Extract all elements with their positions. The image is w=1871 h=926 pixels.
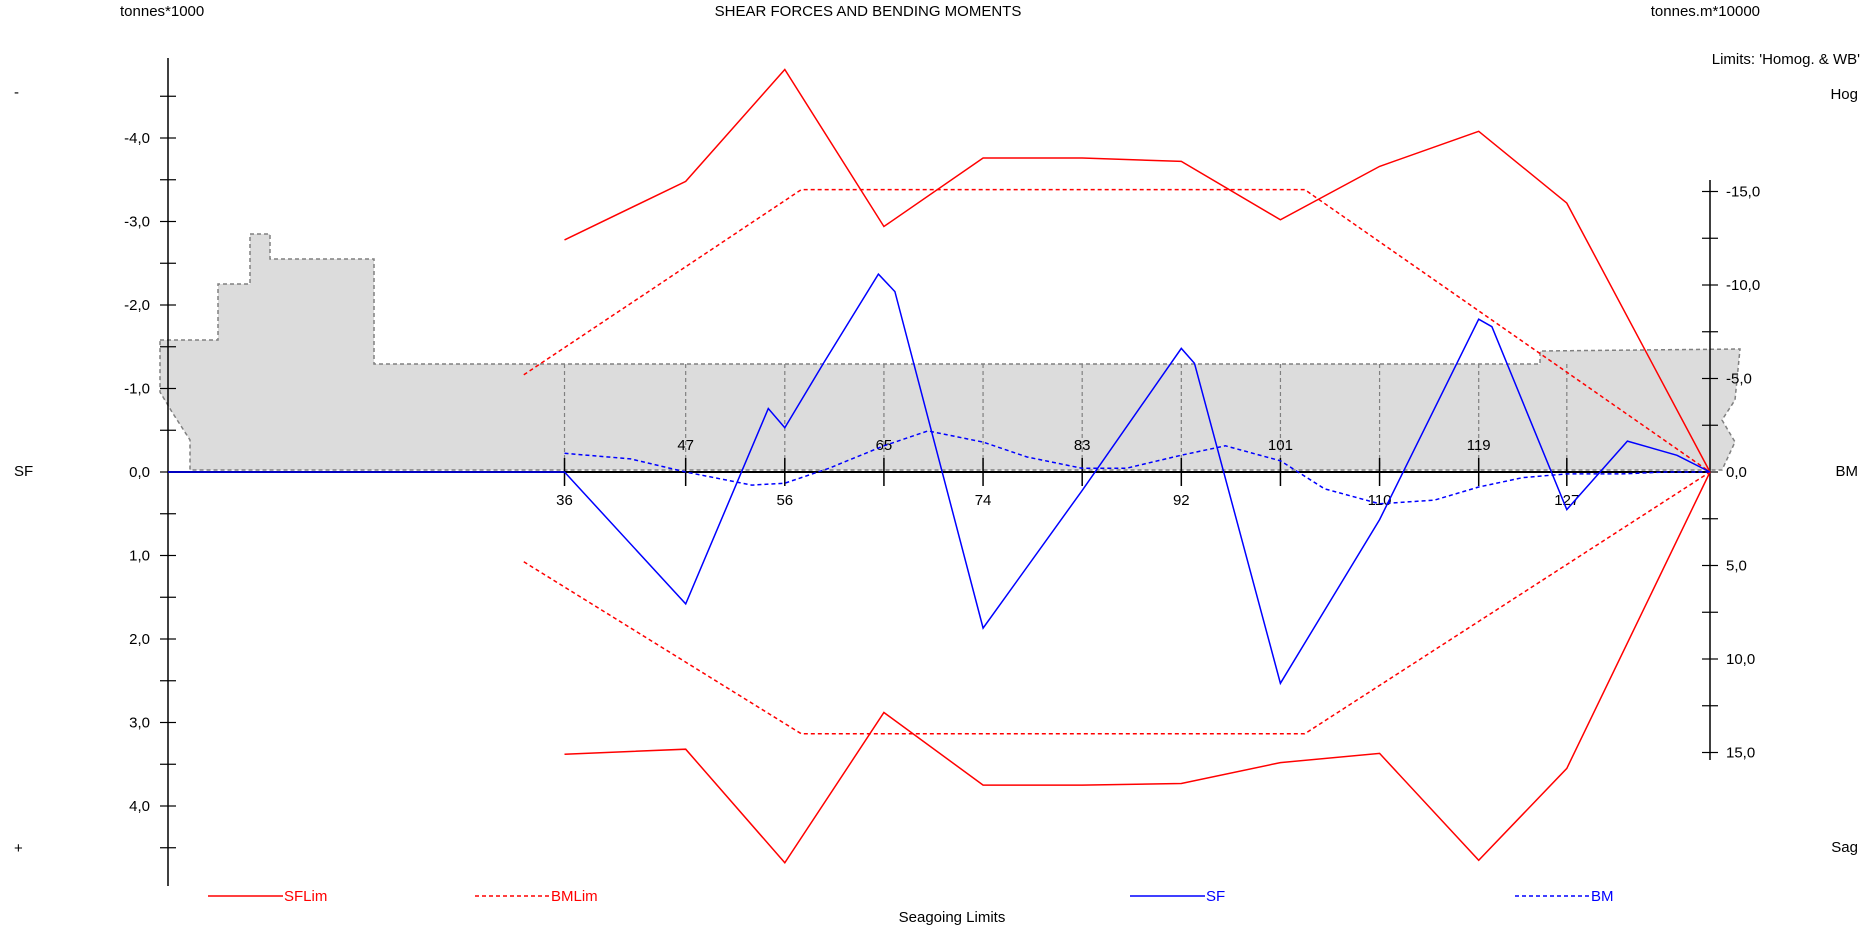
left-tick-label: -4,0 bbox=[124, 130, 150, 147]
frame-label: 56 bbox=[776, 492, 793, 509]
left-tick-label: -1,0 bbox=[124, 381, 150, 398]
frame-label: 83 bbox=[1074, 437, 1091, 454]
frame-label: 47 bbox=[677, 437, 694, 454]
right-tick-label: 10,0 bbox=[1726, 651, 1755, 668]
plus-sign: + bbox=[14, 840, 23, 857]
series-sf-line bbox=[168, 272, 1711, 686]
frame-label: 110 bbox=[1368, 492, 1392, 509]
frame-label: 36 bbox=[556, 492, 573, 509]
right-axis-label: BM bbox=[1836, 463, 1859, 480]
frame-label: 74 bbox=[975, 492, 992, 509]
chart-title: SHEAR FORCES AND BENDING MOMENTS bbox=[715, 3, 1022, 20]
sag-label: Sag bbox=[1831, 839, 1858, 856]
frame-label: 119 bbox=[1467, 437, 1491, 454]
limits-label: Limits: 'Homog. & WB' bbox=[1712, 51, 1860, 68]
left-tick-label: 4,0 bbox=[129, 798, 150, 815]
legend: SFLim BMLim SF BM bbox=[208, 888, 1614, 905]
series-bm-line bbox=[564, 430, 1710, 505]
footer-label: Seagoing Limits bbox=[899, 909, 1006, 926]
series-bmlim-line bbox=[523, 471, 1711, 735]
axes: -4,0 -3,0 -2,0 -1,0 0,0 1,0 2,0 3,0 4,0 -15,0 -10,… bbox=[124, 58, 1760, 886]
left-tick-label: 2,0 bbox=[129, 631, 150, 648]
left-tick-label: 3,0 bbox=[129, 715, 150, 732]
legend-label-bm: BM bbox=[1591, 888, 1614, 905]
legend-label-bmlim: BMLim bbox=[551, 888, 598, 905]
legend-label-sf: SF bbox=[1206, 888, 1225, 905]
left-tick-label: -3,0 bbox=[124, 214, 150, 231]
ship-silhouette bbox=[159, 233, 1741, 471]
left-tick-label: 0,0 bbox=[129, 464, 150, 481]
right-tick-label: 0,0 bbox=[1726, 464, 1747, 481]
right-tick-label: -15,0 bbox=[1726, 184, 1760, 201]
series-lines bbox=[168, 68, 1711, 865]
frame-label: 92 bbox=[1173, 492, 1190, 509]
left-axis-label: SF bbox=[14, 463, 33, 480]
left-unit-label: tonnes*1000 bbox=[120, 3, 204, 20]
left-tick-label: -2,0 bbox=[124, 297, 150, 314]
series-sflim-line bbox=[564, 471, 1711, 865]
right-tick-label: 5,0 bbox=[1726, 558, 1747, 575]
frame-label: 101 bbox=[1268, 437, 1293, 454]
legend-label-sflim: SFLim bbox=[284, 888, 327, 905]
right-tick-label: 15,0 bbox=[1726, 745, 1755, 762]
hog-label: Hog bbox=[1830, 86, 1858, 103]
right-tick-label: -5,0 bbox=[1726, 371, 1752, 388]
right-unit-label: tonnes.m*10000 bbox=[1651, 3, 1760, 20]
left-tick-label: 1,0 bbox=[129, 548, 150, 565]
series-bmlim-line bbox=[523, 188, 1711, 473]
series-sflim-line bbox=[564, 68, 1711, 473]
minus-sign: - bbox=[14, 84, 19, 101]
right-tick-label: -10,0 bbox=[1726, 277, 1760, 294]
